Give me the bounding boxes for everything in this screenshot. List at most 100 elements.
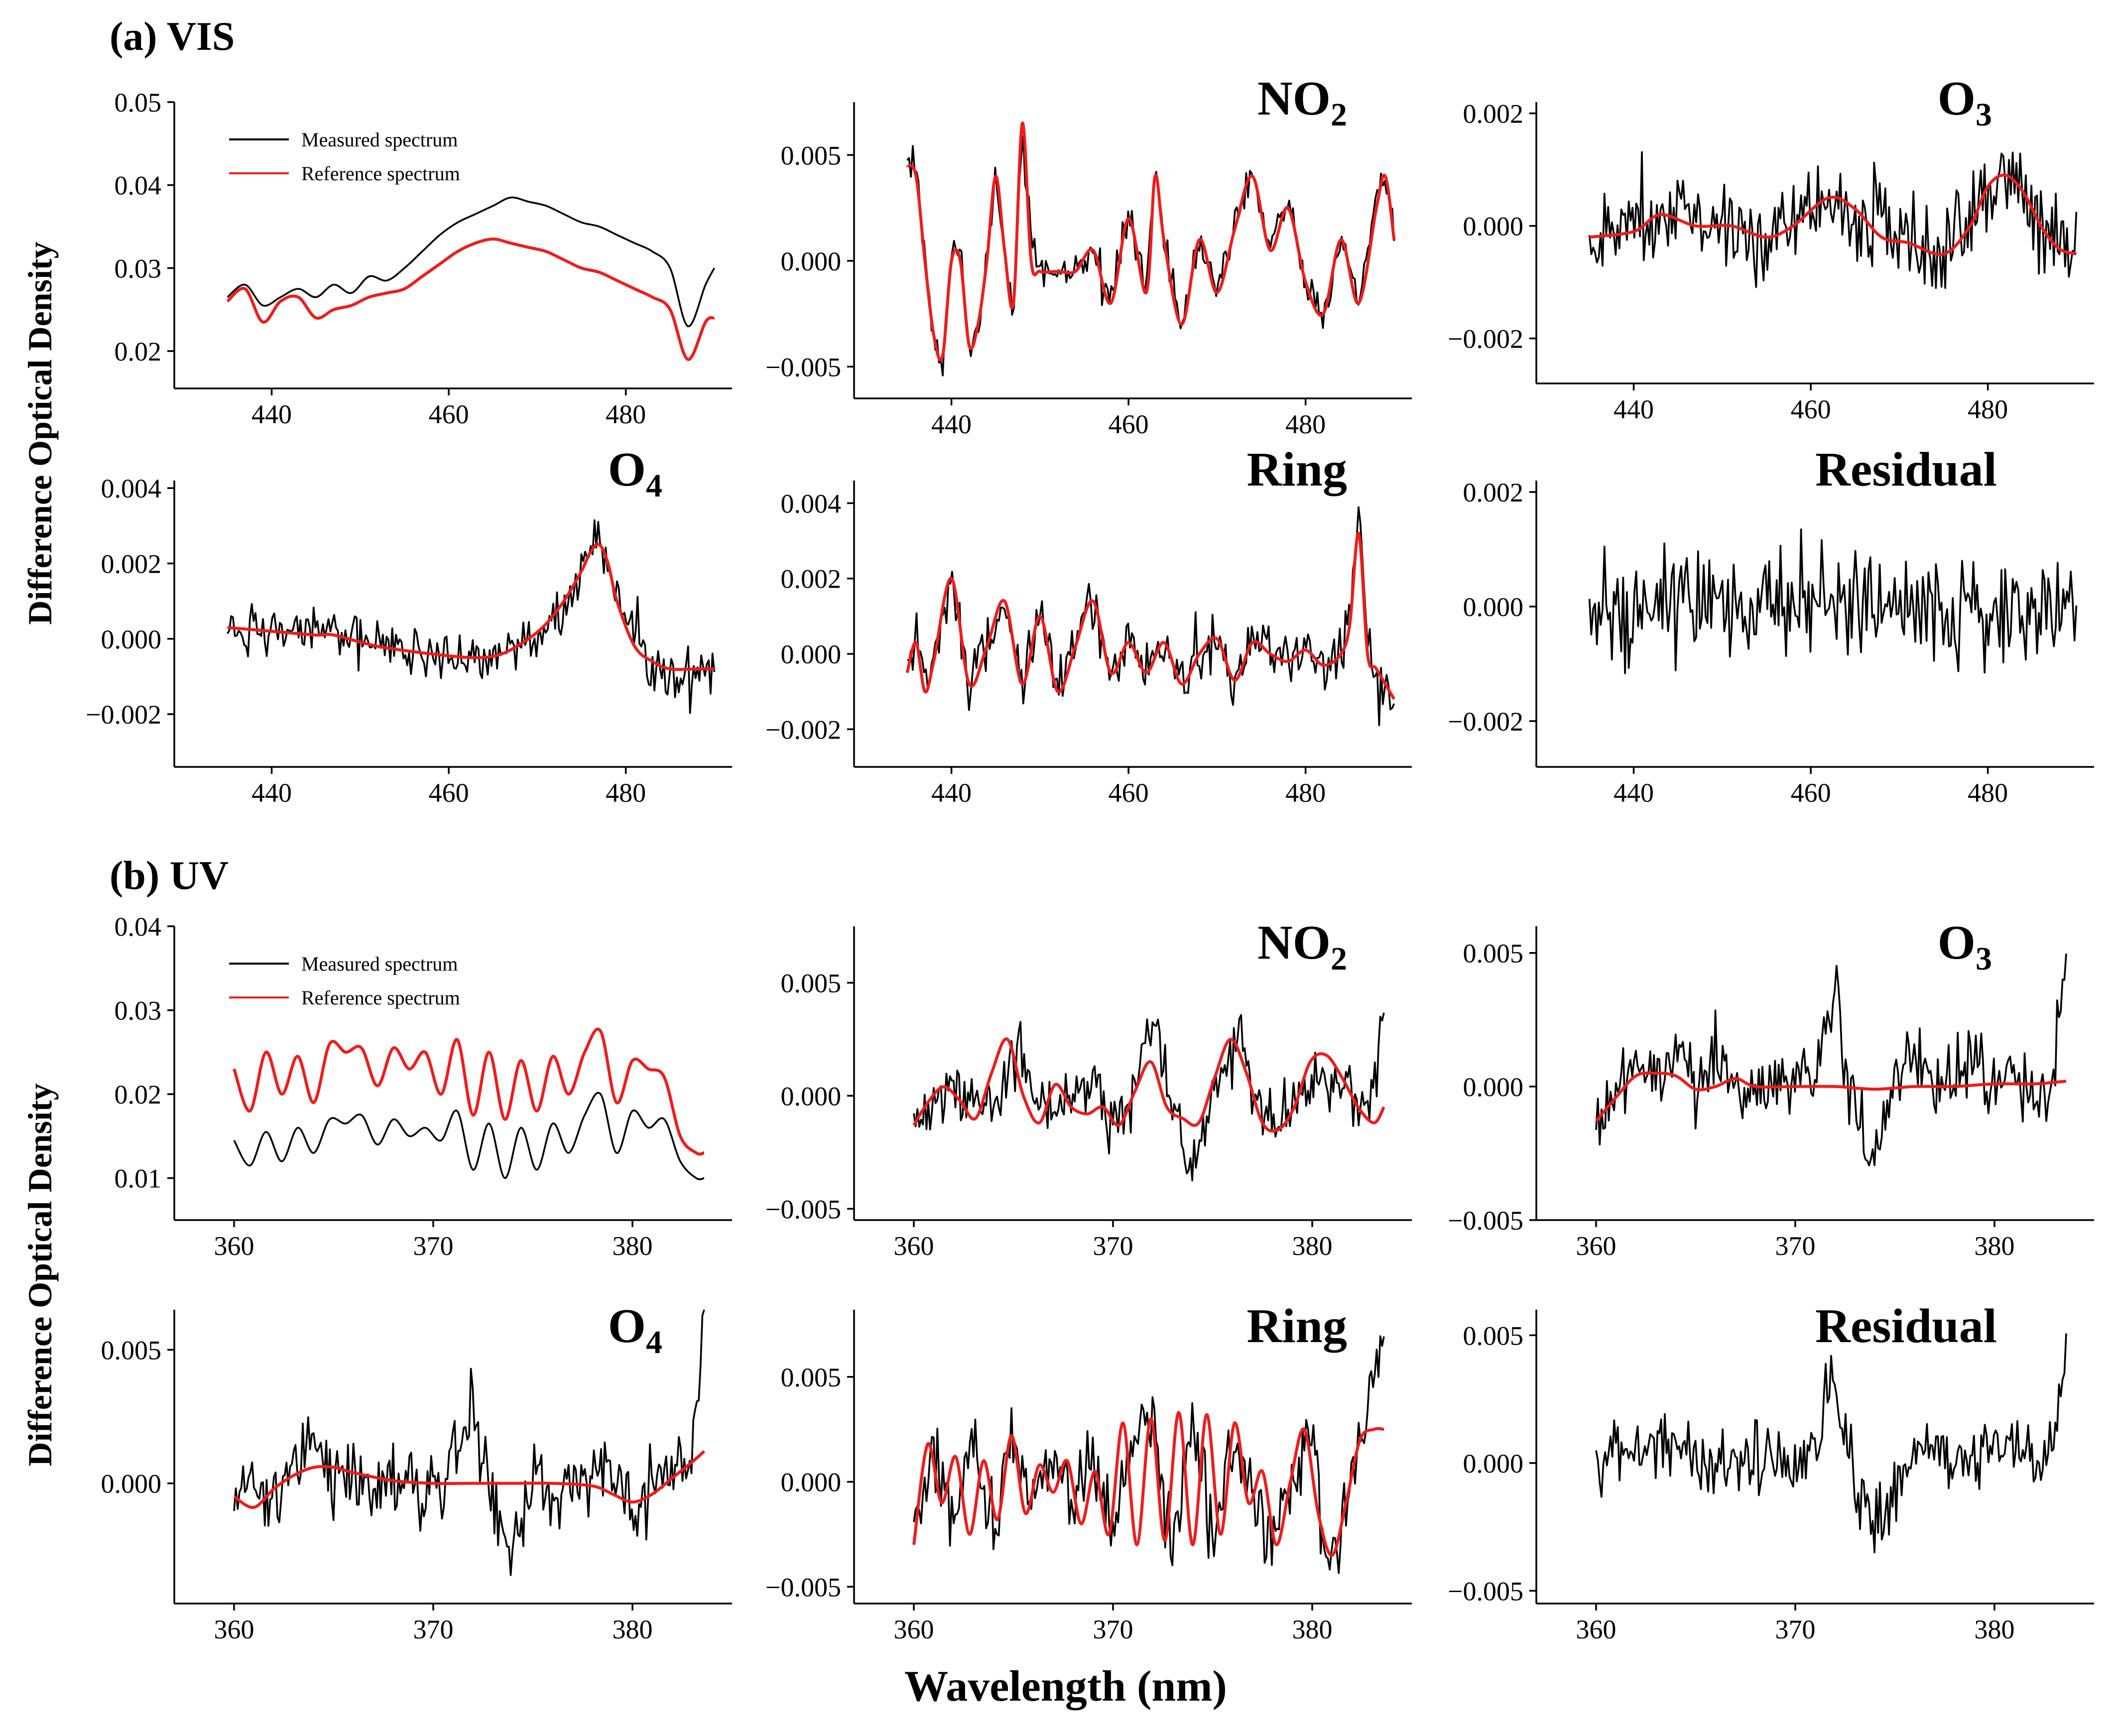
series-line-reference — [912, 1037, 1385, 1133]
panel-vis-o4: 440 460 480 −0.002 0.000 0.002 0.004 O4 — [86, 443, 732, 808]
section-label-uv: (b) UV — [110, 853, 229, 898]
y-tick-label: −0.002 — [1448, 324, 1523, 354]
x-tick-label: 480 — [1968, 778, 2008, 808]
x-tick-label: 380 — [613, 1614, 653, 1644]
y-tick-label: 0.000 — [1463, 592, 1524, 622]
y-tick-label: 0.005 — [1463, 939, 1524, 969]
x-tick-label: 370 — [1775, 1231, 1816, 1261]
x-tick-label: 370 — [413, 1614, 454, 1644]
y-tick-label: 0.000 — [781, 1081, 842, 1111]
series-line-reference — [233, 1027, 705, 1156]
x-tick-label: 370 — [413, 1231, 454, 1261]
x-tick-label: 380 — [1975, 1231, 2015, 1261]
y-tick-label: 0.03 — [115, 253, 162, 283]
y-tick-label: 0.002 — [1463, 478, 1524, 507]
x-tick-label: 460 — [1791, 778, 1831, 808]
x-tick-label: 460 — [429, 778, 469, 808]
y-tick-label: −0.005 — [765, 352, 841, 382]
x-tick-label: 370 — [1093, 1614, 1133, 1644]
y-tick-label: 0.000 — [781, 639, 842, 669]
series-line-reference — [906, 122, 1396, 362]
y-tick-label: 0.000 — [101, 1469, 162, 1499]
panel-uv-residual: 360 370 380 −0.005 0.000 0.005 Residual — [1448, 1299, 2094, 1644]
x-tick-label: 380 — [1292, 1614, 1333, 1644]
y-tick-label: 0.000 — [1463, 212, 1524, 242]
x-tick-label: 480 — [1285, 409, 1326, 439]
y-tick-label: 0.000 — [1463, 1449, 1524, 1479]
x-tick-label: 480 — [606, 778, 646, 808]
y-tick-label: −0.005 — [1448, 1206, 1523, 1236]
panel-title: Residual — [1815, 1299, 1997, 1353]
x-tick-label: 360 — [214, 1614, 254, 1644]
y-tick-label: −0.002 — [1448, 707, 1523, 737]
x-tick-label: 460 — [1109, 778, 1149, 808]
y-tick-label: 0.000 — [781, 247, 842, 276]
panel-title: O3 — [1938, 916, 1992, 977]
section-label-vis: (a) VIS — [110, 13, 235, 59]
y-tick-label: 0.000 — [101, 624, 162, 654]
y-tick-label: 0.002 — [1463, 99, 1524, 129]
panel-vis-residual: 440 460 480 −0.002 0.000 0.002 Residual — [1448, 443, 2094, 808]
panel-title: Residual — [1815, 443, 1997, 496]
panel-uv-o3: 360 370 380 −0.005 0.000 0.005 O3 — [1448, 916, 2094, 1261]
panel-title: O4 — [608, 443, 662, 504]
panel-vis-o3: 440 460 480 −0.002 0.000 0.002 O3 — [1448, 72, 2094, 424]
panel-title: NO2 — [1257, 916, 1347, 977]
series-line-measured — [233, 1309, 705, 1576]
series-line-measured — [913, 1012, 1385, 1182]
y-tick-label: 0.004 — [101, 474, 162, 503]
x-tick-label: 360 — [894, 1614, 934, 1644]
y-tick-label: 0.02 — [115, 337, 162, 367]
y-tick-label: 0.005 — [781, 1363, 842, 1392]
panel-vis-no2: 440 460 480 −0.005 0.000 0.005 NO2 — [765, 72, 1412, 439]
legend-label: Measured spectrum — [301, 953, 458, 975]
y-tick-label: 0.005 — [101, 1335, 162, 1365]
y-axis-label-uv: Difference Optical Density — [21, 1083, 59, 1466]
panel-title: O4 — [608, 1299, 662, 1361]
x-tick-label: 460 — [1109, 409, 1149, 439]
panel-uv-ring: 360 370 380 −0.005 0.000 0.005 Ring — [765, 1299, 1412, 1644]
y-tick-label: 0.04 — [115, 171, 162, 201]
x-tick-label: 440 — [251, 399, 292, 429]
y-tick-label: 0.002 — [101, 549, 162, 579]
series-line-measured — [1588, 151, 2078, 289]
panel-uv-no2: 360 370 380 −0.005 0.000 0.005 NO2 — [765, 916, 1412, 1261]
x-tick-label: 480 — [1968, 394, 2008, 424]
y-tick-label: 0.03 — [115, 996, 162, 1026]
series-line-reference — [233, 1450, 705, 1509]
y-tick-label: −0.002 — [86, 700, 161, 730]
y-tick-label: 0.04 — [115, 912, 162, 942]
y-axis-label-vis: Difference Optical Density — [21, 242, 59, 624]
panel-uv-spectrum: 360 370 380 0.01 0.02 0.03 0.04 Measured spectr… — [115, 912, 732, 1261]
y-tick-label: 0.000 — [1463, 1072, 1524, 1102]
panel-title: Ring — [1246, 443, 1347, 496]
x-tick-label: 480 — [606, 399, 646, 429]
panel-title: Ring — [1246, 1299, 1347, 1353]
series-line-reference — [227, 542, 715, 671]
x-tick-label: 440 — [931, 409, 972, 439]
series-line-measured — [227, 196, 715, 327]
panels-group: 440 460 480 0.02 0.03 0.04 0.05 Measured spectr… — [86, 72, 2094, 1644]
series-line-measured — [1595, 953, 2067, 1166]
x-tick-label: 440 — [1614, 394, 1654, 424]
y-tick-label: 0.005 — [781, 140, 842, 170]
y-tick-label: 0.005 — [781, 968, 842, 998]
y-tick-label: −0.002 — [765, 715, 841, 744]
x-tick-label: 440 — [1614, 778, 1654, 808]
panel-title: O3 — [1938, 72, 1992, 133]
x-axis-label: Wavelength (nm) — [904, 1662, 1227, 1711]
x-tick-label: 360 — [1576, 1231, 1616, 1261]
series-line-measured — [907, 506, 1395, 727]
y-tick-label: 0.02 — [115, 1080, 162, 1110]
series-line-reference — [226, 238, 715, 361]
legend-label: Measured spectrum — [301, 128, 458, 151]
x-tick-label: 460 — [429, 399, 469, 429]
y-tick-label: 0.05 — [115, 88, 162, 118]
series-line-reference — [905, 531, 1395, 700]
y-tick-label: 0.002 — [781, 564, 842, 594]
y-tick-label: 0.004 — [781, 489, 842, 518]
series-line-reference — [1589, 173, 2077, 256]
x-tick-label: 370 — [1093, 1231, 1133, 1261]
series-line-measured — [1588, 528, 2078, 674]
